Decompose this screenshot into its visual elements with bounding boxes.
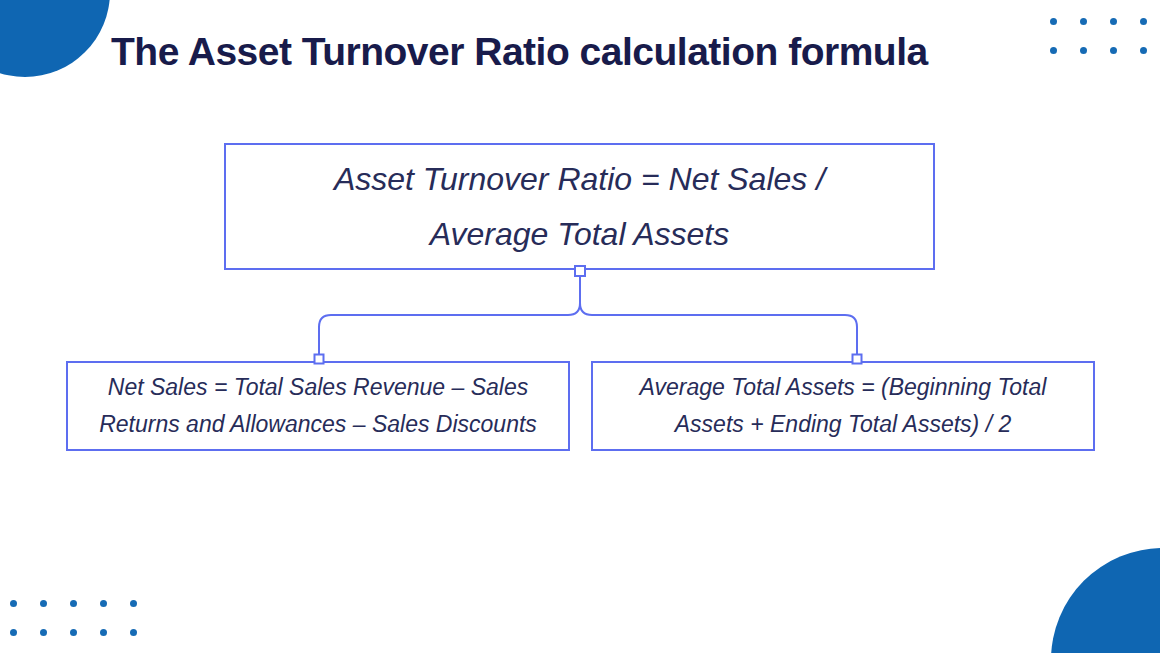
dot [1140,18,1147,25]
dot [1050,18,1057,25]
dot [70,629,77,636]
formula-box-average-total-assets: Average Total Assets = (Beginning Total … [591,361,1095,451]
net-sales-line1: Net Sales = Total Sales Revenue – Sales [108,369,528,406]
dot [100,629,107,636]
dot [130,600,137,607]
average-assets-line2: Assets + Ending Total Assets) / 2 [675,406,1011,443]
dot [70,600,77,607]
dot [10,629,17,636]
dot [1140,47,1147,54]
formula-root-line1: Asset Turnover Ratio = Net Sales / [334,152,825,207]
formula-box-net-sales: Net Sales = Total Sales Revenue – Sales … [66,361,570,451]
dot [40,629,47,636]
connector-right-branch [580,276,857,358]
connector-left-branch [319,276,580,358]
formula-root-line2: Average Total Assets [430,207,729,262]
dot [40,600,47,607]
dot [1080,18,1087,25]
decor-circle-top-left [0,0,110,77]
formula-box-root: Asset Turnover Ratio = Net Sales / Avera… [224,143,935,270]
page-title: The Asset Turnover Ratio calculation for… [111,30,928,74]
slide-canvas: The Asset Turnover Ratio calculation for… [0,0,1160,653]
dot [10,600,17,607]
decor-dots-bottom-left [10,600,137,636]
net-sales-line2: Returns and Allowances – Sales Discounts [99,406,537,443]
average-assets-line1: Average Total Assets = (Beginning Total [640,369,1047,406]
decor-circle-bottom-right [1051,548,1160,653]
dot [130,629,137,636]
decor-dots-top-right [1050,18,1147,54]
dot [1110,47,1117,54]
dot [1110,18,1117,25]
dot [100,600,107,607]
dot [1050,47,1057,54]
dot [1080,47,1087,54]
connector-lines [0,0,1160,653]
